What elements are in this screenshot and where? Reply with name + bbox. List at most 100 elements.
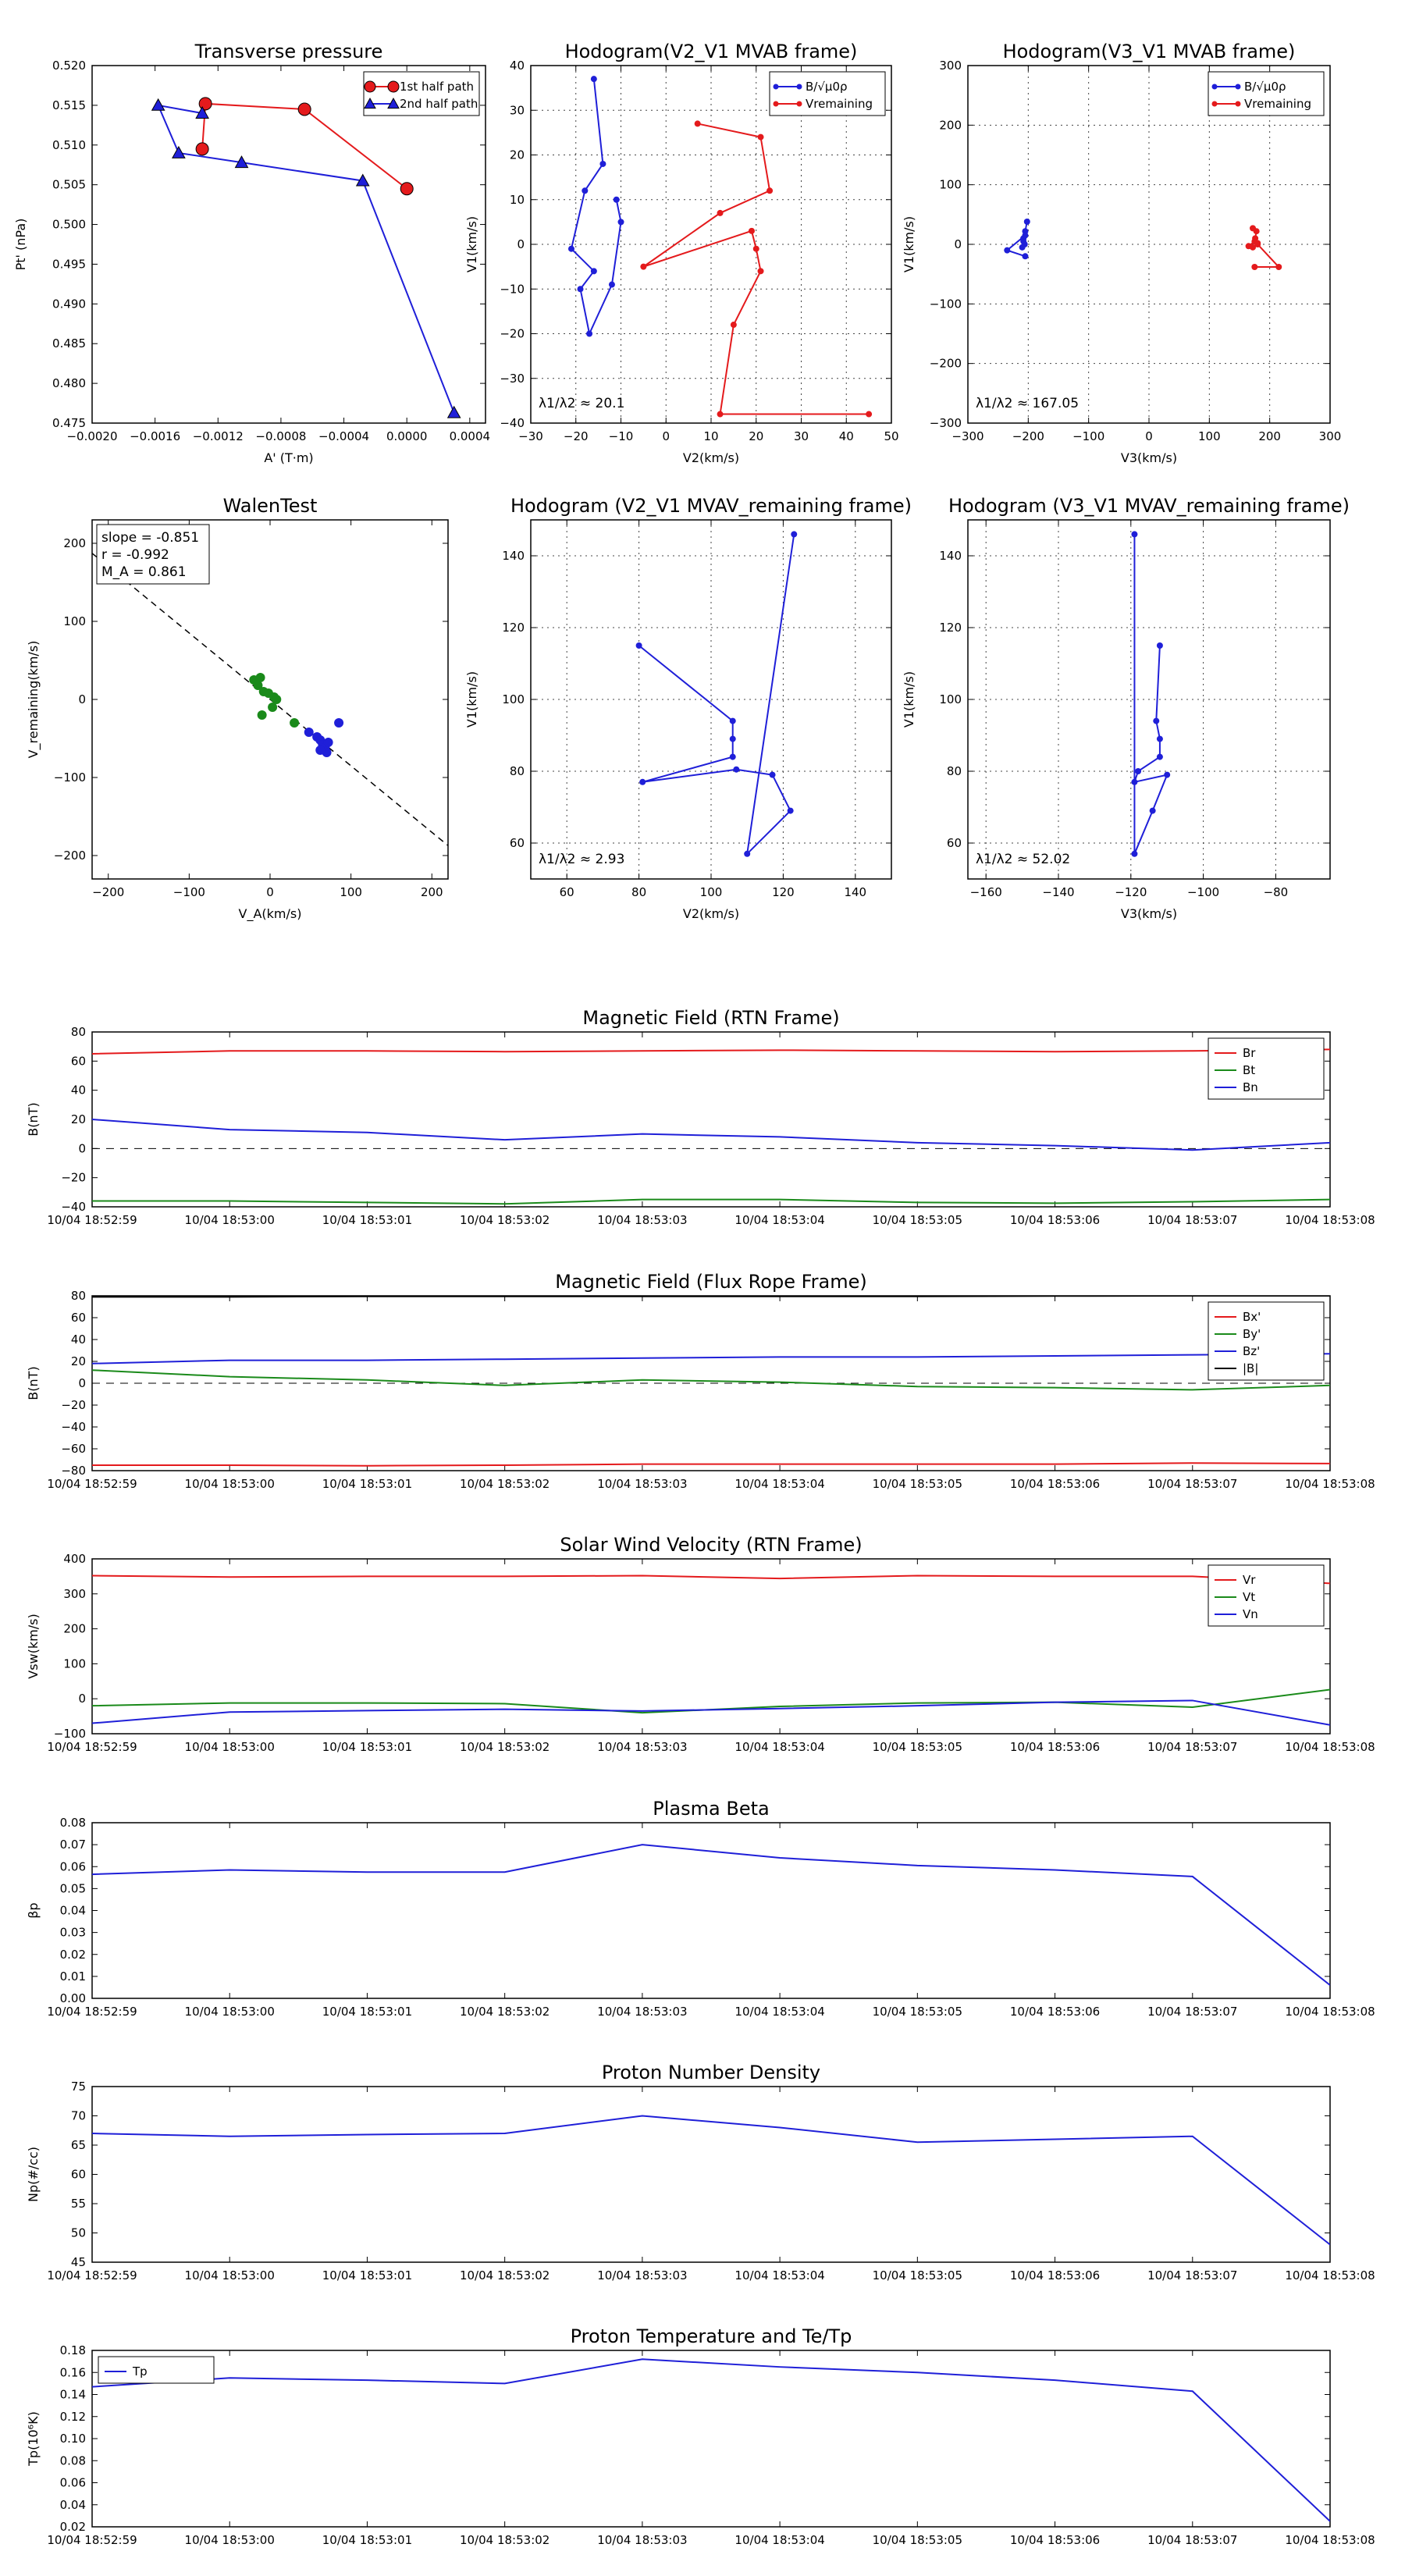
y-tick-label: 0.14 bbox=[60, 2388, 86, 2402]
y-tick-label: 0.475 bbox=[52, 416, 86, 430]
x-tick-label: 10/04 18:53:05 bbox=[873, 2533, 962, 2547]
x-tick-label: 10/04 18:53:04 bbox=[735, 2268, 824, 2282]
data-point bbox=[253, 681, 263, 690]
data-point bbox=[1004, 247, 1011, 254]
data-point bbox=[733, 766, 740, 773]
y-tick-label: 0.04 bbox=[60, 1904, 86, 1918]
series-line-0 bbox=[1133, 534, 1168, 855]
y-tick-label: 0.490 bbox=[52, 297, 86, 311]
x-tick-label: 10/04 18:53:01 bbox=[322, 1740, 412, 1754]
data-point bbox=[1254, 241, 1261, 247]
x-tick-label: 80 bbox=[631, 885, 646, 899]
y-tick-label: 0.00 bbox=[60, 1991, 86, 2005]
legend-box bbox=[769, 71, 886, 116]
x-tick-label: 200 bbox=[1258, 429, 1281, 443]
y-tick-label: 80 bbox=[510, 764, 525, 778]
x-tick-label: 10/04 18:52:59 bbox=[47, 1477, 137, 1491]
x-tick-label: 10/04 18:53:00 bbox=[185, 1477, 275, 1491]
series-line-Np bbox=[92, 2115, 1330, 2246]
data-point bbox=[1211, 101, 1218, 107]
x-tick-label: −160 bbox=[970, 885, 1002, 899]
data-point bbox=[1019, 244, 1026, 251]
series-line-Bx' bbox=[92, 1462, 1330, 1467]
x-tick-label: 10/04 18:53:04 bbox=[735, 1213, 824, 1227]
data-point-circle bbox=[195, 142, 209, 156]
y-axis-label: V1(km/s) bbox=[464, 671, 479, 728]
data-point bbox=[613, 196, 620, 203]
x-tick-label: −100 bbox=[173, 885, 205, 899]
data-point bbox=[748, 227, 755, 234]
series-line-βp bbox=[92, 1844, 1330, 1986]
y-tick-label: −100 bbox=[54, 1727, 86, 1741]
legend-label: Bt bbox=[1243, 1063, 1255, 1077]
data-point bbox=[1253, 228, 1260, 235]
y-tick-label: 60 bbox=[71, 1054, 86, 1068]
y-tick-label: 0 bbox=[78, 1376, 86, 1390]
legend-label: Vremaining bbox=[806, 97, 873, 111]
x-tick-label: 10/04 18:53:02 bbox=[460, 2005, 550, 2019]
y-tick-label: 80 bbox=[71, 1025, 86, 1039]
y-tick-label: 60 bbox=[71, 2168, 86, 2182]
plot-area bbox=[92, 2358, 1330, 2522]
x-tick-label: 10/04 18:53:01 bbox=[322, 2533, 412, 2547]
annotation-text: slope = -0.851 bbox=[101, 530, 199, 546]
x-tick-label: 0 bbox=[266, 885, 274, 899]
y-tick-label: −200 bbox=[54, 849, 86, 863]
annotation-box bbox=[96, 524, 210, 585]
legend-label: Vremaining bbox=[1244, 97, 1311, 111]
x-tick-label: 10/04 18:53:03 bbox=[597, 2268, 687, 2282]
chart-title: Transverse pressure bbox=[194, 41, 383, 62]
x-tick-label: 10/04 18:53:08 bbox=[1285, 2005, 1375, 2019]
x-tick-label: 60 bbox=[560, 885, 574, 899]
legend-label: By' bbox=[1243, 1327, 1261, 1341]
x-tick-label: 10/04 18:53:07 bbox=[1147, 1213, 1237, 1227]
annotation-eigen-ratio: λ1/λ2 ≈ 52.02 bbox=[976, 852, 1070, 867]
x-tick-label: 10/04 18:53:08 bbox=[1285, 2533, 1375, 2547]
y-tick-label: 0.505 bbox=[52, 178, 86, 192]
y-tick-label: 0.485 bbox=[52, 336, 86, 350]
data-point bbox=[752, 245, 759, 252]
x-tick-label: 10/04 18:53:02 bbox=[460, 1213, 550, 1227]
y-axis-label: Vsw(km/s) bbox=[26, 1614, 41, 1678]
x-tick-label: 120 bbox=[772, 885, 795, 899]
series-line-0 bbox=[201, 102, 407, 190]
y-tick-label: 0.08 bbox=[60, 1816, 86, 1830]
x-tick-label: 10/04 18:53:01 bbox=[322, 1477, 412, 1491]
data-point bbox=[1275, 264, 1282, 271]
x-axis-label: V_A(km/s) bbox=[239, 906, 302, 922]
data-point bbox=[1235, 84, 1241, 90]
annotation-eigen-ratio: λ1/λ2 ≈ 167.05 bbox=[976, 396, 1079, 411]
y-tick-label: −100 bbox=[930, 297, 962, 311]
y-tick-label: 100 bbox=[63, 614, 86, 628]
y-tick-label: 0.16 bbox=[60, 2365, 86, 2379]
data-point bbox=[1235, 101, 1241, 107]
y-tick-label: 100 bbox=[939, 692, 962, 706]
y-tick-label: 0.07 bbox=[60, 1838, 86, 1852]
y-tick-label: 50 bbox=[71, 2226, 86, 2240]
data-point bbox=[694, 120, 701, 127]
data-point bbox=[323, 738, 333, 747]
data-point bbox=[608, 281, 615, 288]
x-tick-label: 10/04 18:52:59 bbox=[47, 2005, 137, 2019]
x-tick-label: 50 bbox=[884, 429, 898, 443]
y-tick-label: 100 bbox=[502, 692, 525, 706]
legend-label: B/√μ0ρ bbox=[806, 80, 848, 94]
data-point-triangle bbox=[446, 405, 461, 418]
legend-label: Vr bbox=[1243, 1573, 1256, 1587]
y-tick-label: 20 bbox=[71, 1112, 86, 1126]
series-line-1 bbox=[157, 104, 455, 414]
x-tick-label: −0.0016 bbox=[130, 429, 180, 443]
x-tick-label: 10/04 18:53:06 bbox=[1010, 2268, 1100, 2282]
y-tick-label: −100 bbox=[54, 770, 86, 785]
x-tick-label: 10/04 18:53:05 bbox=[873, 1213, 962, 1227]
x-tick-label: 100 bbox=[1198, 429, 1221, 443]
x-tick-label: 10/04 18:53:02 bbox=[460, 1740, 550, 1754]
data-point bbox=[773, 101, 779, 107]
data-point bbox=[1156, 735, 1163, 742]
data-point-triangle bbox=[234, 155, 249, 169]
annotation-text: r = -0.992 bbox=[101, 547, 169, 563]
data-point bbox=[717, 411, 724, 418]
x-tick-label: 10/04 18:53:08 bbox=[1285, 1213, 1375, 1227]
chart-proton_number_density: 45 50 55 60 65 70 75 10/04 18:52:59 10/04 18:53:… bbox=[26, 2062, 1375, 2282]
